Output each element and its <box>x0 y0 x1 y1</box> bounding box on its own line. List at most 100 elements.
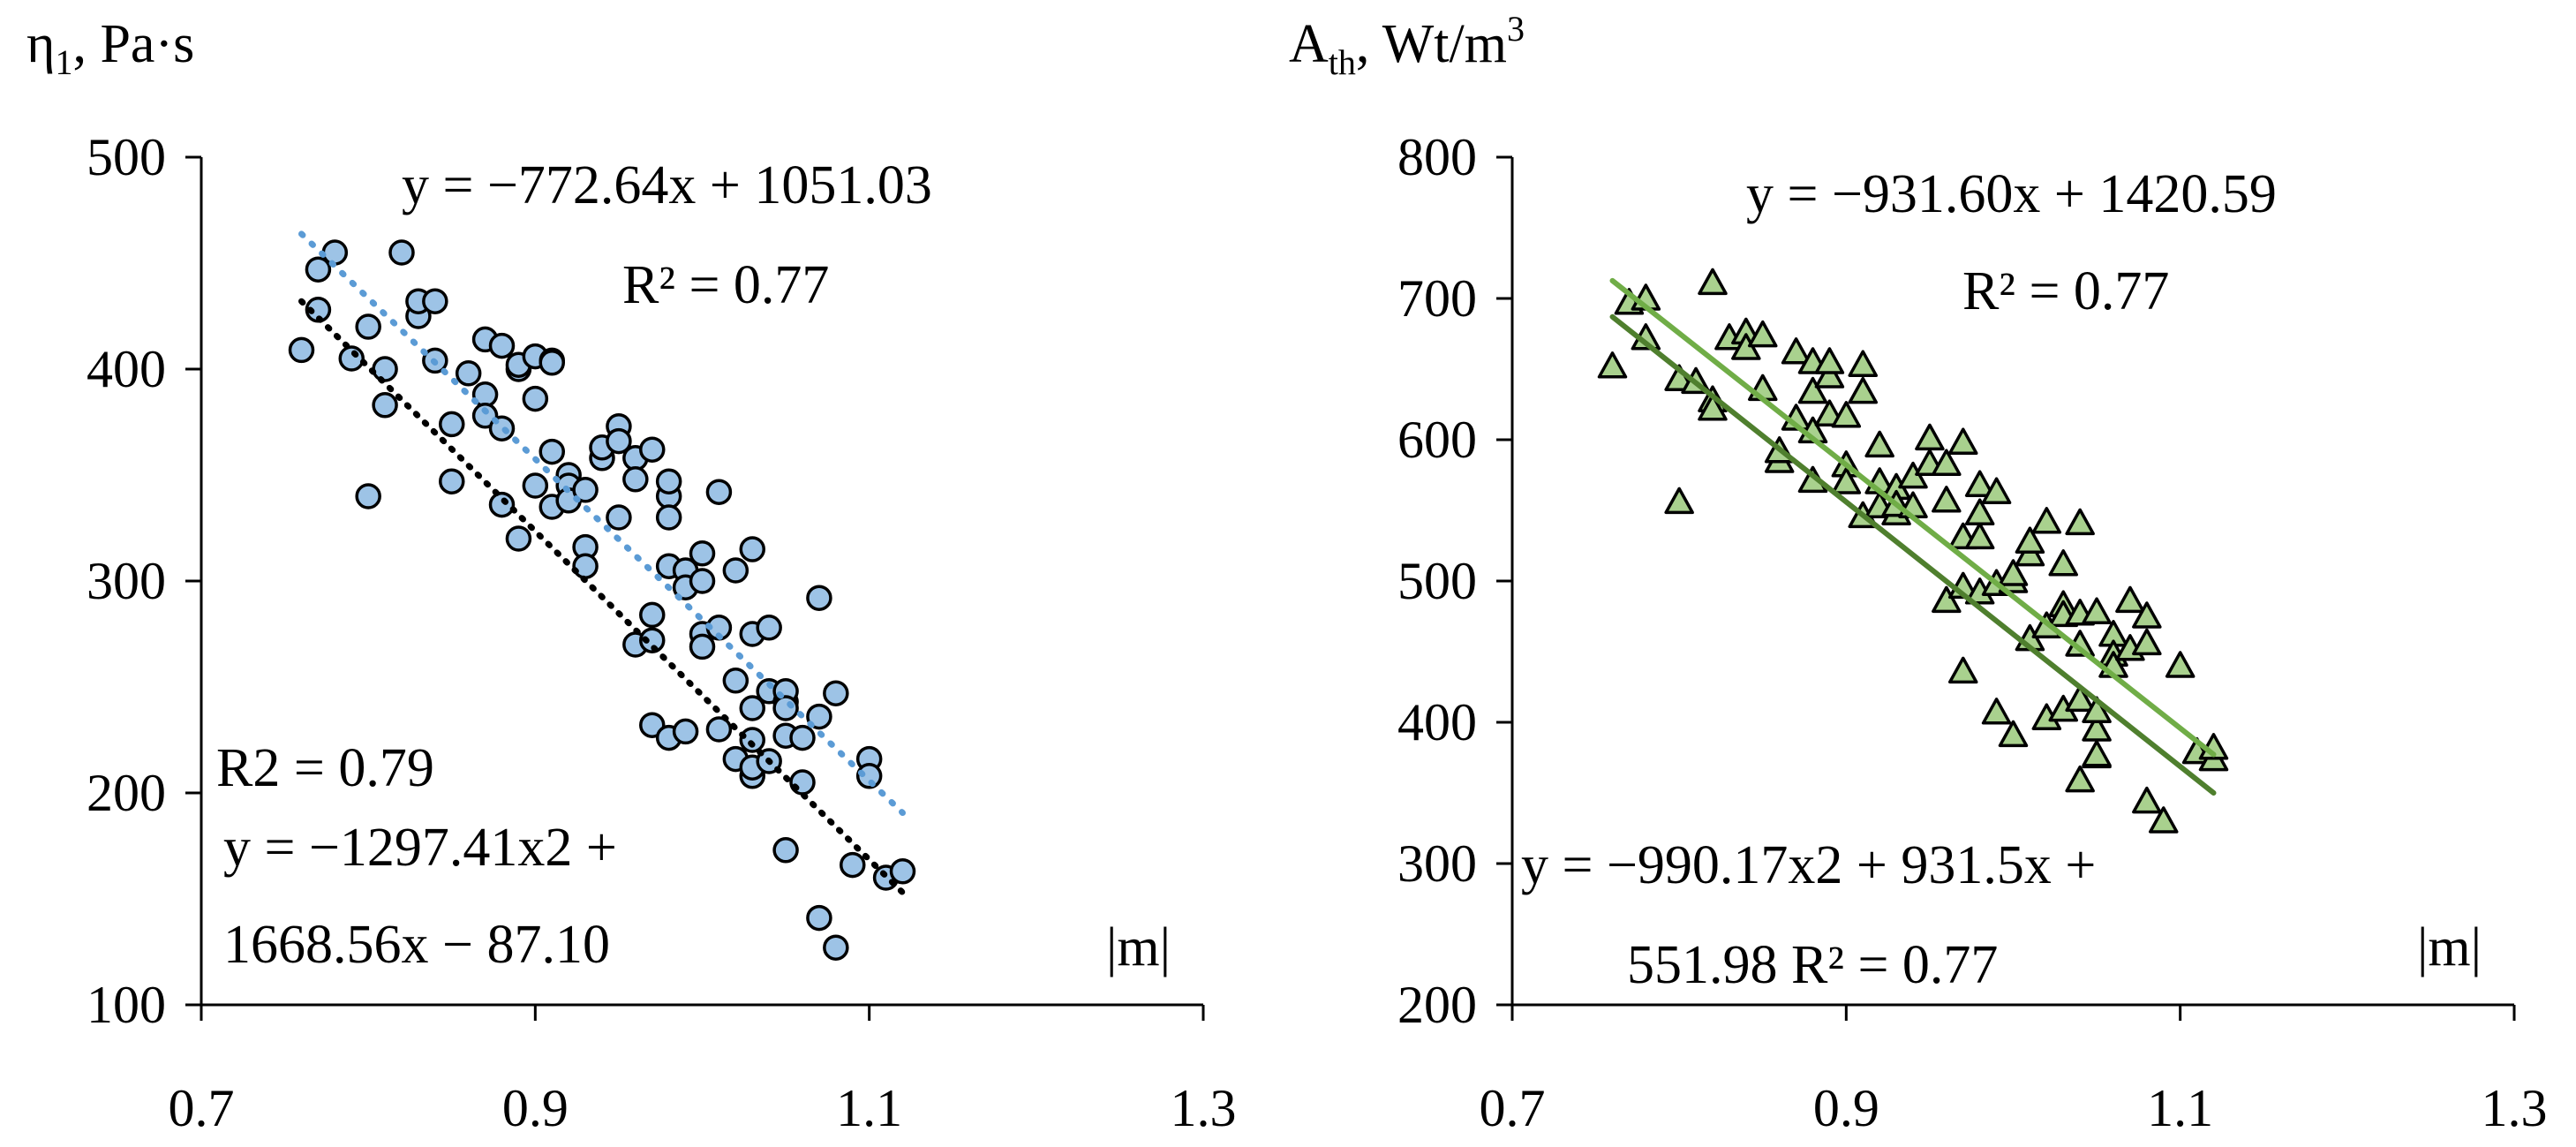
panel-b-tick-labels: 200 300 400 500 600 700 800 0.7 0.9 1.1 1.3 <box>1397 128 2548 1137</box>
panel-a-poly-eq-line2: 1668.56x − 87.10 <box>223 915 610 975</box>
data-point <box>2149 806 2179 834</box>
data-point <box>321 239 349 266</box>
data-point <box>806 904 832 932</box>
panel-a-ylabel-main: η <box>26 14 55 74</box>
data-point <box>2065 765 2095 793</box>
data-point <box>305 256 332 283</box>
panel-a-ylabel-rest: , Pa·s <box>72 14 194 74</box>
data-point <box>2031 507 2062 534</box>
panel-a-xtick-label: 0.7 <box>169 1079 235 1137</box>
panel-a-ytick-label: 400 <box>87 340 166 398</box>
data-point <box>2082 740 2112 767</box>
data-point <box>1998 720 2029 748</box>
panel-a-xlabel: |m| <box>1106 917 1171 977</box>
data-point <box>2132 786 2162 814</box>
data-point <box>372 356 398 382</box>
data-point <box>1932 449 1962 476</box>
panel-a-ylabel-sub: 1 <box>55 42 72 82</box>
panel-a-xtick-label: 1.1 <box>836 1079 902 1137</box>
data-point <box>722 668 749 694</box>
data-point <box>1948 656 1978 684</box>
data-point <box>756 615 782 641</box>
data-point <box>1981 477 2012 504</box>
data-point <box>1664 487 1694 515</box>
data-point <box>823 680 849 706</box>
data-point <box>1964 522 1995 550</box>
data-point <box>2065 684 2095 713</box>
data-point <box>1831 401 1862 428</box>
data-point <box>722 557 749 584</box>
panel-a-ytick-label: 100 <box>87 976 166 1034</box>
data-point <box>705 479 733 505</box>
panel-a-ylabel: η1, Pa·s <box>26 14 194 82</box>
panel-b-xtick-label: 0.7 <box>1480 1079 1546 1137</box>
data-point <box>739 727 765 753</box>
data-point <box>1797 376 1828 404</box>
data-point <box>539 438 565 465</box>
data-point <box>689 540 716 567</box>
data-point <box>2082 696 2112 723</box>
data-point <box>806 585 832 611</box>
data-point <box>705 716 733 743</box>
panel-b: Ath, Wt/m3 200 300 400 500 600 700 800 0.7 0.9 1.… <box>1289 9 2548 1137</box>
panel-a-fit-lines <box>298 230 906 896</box>
data-point <box>338 345 365 372</box>
data-point <box>672 718 699 745</box>
data-point <box>355 483 381 509</box>
data-point <box>739 695 765 721</box>
data-point <box>655 468 682 494</box>
linear-fit-line <box>298 230 906 817</box>
polynomial-fit-line <box>1609 313 2217 796</box>
data-point <box>2082 597 2112 624</box>
data-point <box>840 851 866 879</box>
data-point <box>1814 361 1845 389</box>
panel-b-poly-eq-line1: y = −990.17x2 + 931.5x + <box>1521 835 2096 895</box>
panel-a-points <box>288 239 916 961</box>
panel-b-xlabel: |m| <box>2417 917 2482 977</box>
panel-a-ytick-label: 300 <box>87 552 166 610</box>
data-point <box>422 288 448 314</box>
data-point <box>439 411 465 438</box>
panel-a-linear-r2: R² = 0.77 <box>622 255 829 315</box>
data-point <box>572 477 599 503</box>
panel-b-poly-eq-line2: 551.98 R² = 0.77 <box>1627 935 1998 995</box>
data-point <box>1831 467 1862 494</box>
panel-b-ytick-label: 300 <box>1397 834 1477 893</box>
panel-a-xtick-label: 0.9 <box>502 1079 569 1137</box>
panel-a-linear-equation: y = −772.64x + 1051.03 <box>402 155 932 215</box>
data-point <box>1964 498 1995 525</box>
data-point <box>639 436 666 463</box>
panel-b-ytick-label: 200 <box>1397 976 1477 1034</box>
data-point <box>1915 423 1945 451</box>
panel-b-xtick-label: 1.1 <box>2147 1079 2213 1137</box>
data-point <box>2048 549 2078 577</box>
data-point <box>539 350 565 376</box>
data-point <box>1814 347 1845 374</box>
panel-b-ylabel-rest: , Wt/m <box>1356 14 1507 74</box>
data-point <box>505 525 532 552</box>
data-point <box>388 239 415 266</box>
data-point <box>2015 526 2045 554</box>
data-point <box>1781 337 1811 365</box>
linear-fit-line <box>1609 277 2217 758</box>
data-point <box>1848 350 1878 377</box>
data-point <box>2065 508 2095 536</box>
panel-a-poly-r2: R2 = 0.79 <box>216 738 434 798</box>
panel-b-ytick-label: 700 <box>1397 269 1477 328</box>
data-point <box>288 336 315 364</box>
panel-b-linear-r2: R² = 0.77 <box>1962 261 2169 321</box>
panel-b-ylabel-sub: th <box>1329 42 1356 82</box>
data-point <box>772 837 799 864</box>
panel-b-ytick-label: 800 <box>1397 128 1477 186</box>
panel-a-poly-eq-line1: y = −1297.41x2 + <box>223 818 617 878</box>
data-point <box>1998 559 2029 586</box>
data-point <box>689 568 716 594</box>
data-point <box>1864 430 1894 458</box>
data-point <box>689 633 716 660</box>
data-point <box>2132 601 2162 629</box>
polynomial-fit-line <box>298 298 906 896</box>
data-point <box>455 360 482 387</box>
data-point <box>2082 714 2112 742</box>
panel-b-ylabel-main: A <box>1289 14 1329 74</box>
